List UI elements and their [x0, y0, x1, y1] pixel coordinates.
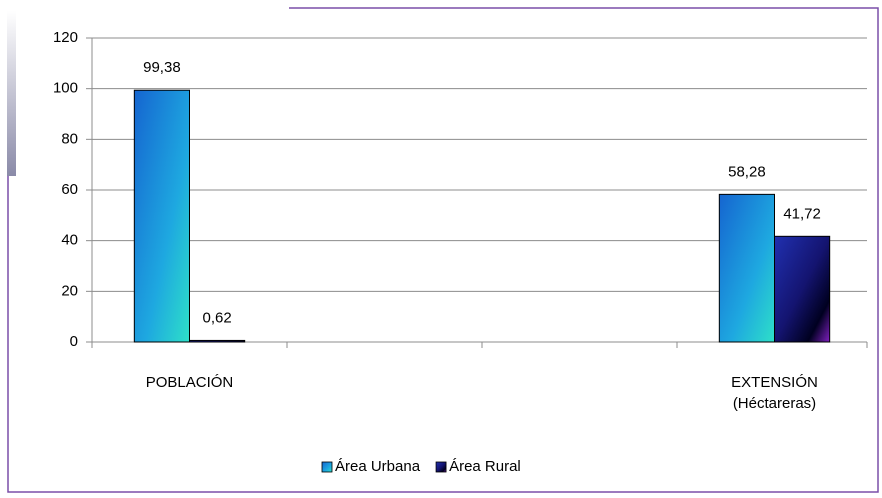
frame-cover	[7, 7, 289, 11]
legend-label: Área Urbana	[335, 458, 421, 475]
data-label: 0,62	[202, 309, 231, 326]
legend-label: Área Rural	[449, 458, 521, 475]
y-tick-label: 100	[53, 80, 78, 97]
bar	[718, 193, 776, 343]
data-label: 99,38	[143, 59, 181, 76]
y-tick-label: 40	[61, 232, 78, 249]
y-tick-label: 20	[61, 282, 78, 299]
y-tick-label: 0	[70, 333, 78, 350]
frame-shade	[7, 11, 16, 176]
data-label: 58,28	[728, 163, 766, 180]
data-label: 41,72	[783, 205, 821, 222]
y-tick-label: 60	[61, 181, 78, 198]
y-tick-label: 80	[61, 130, 78, 147]
bar	[133, 89, 191, 343]
frame	[7, 7, 879, 493]
x-tick-label: EXTENSIÓN (Héctareras)	[731, 374, 818, 412]
legend-swatch	[435, 461, 447, 473]
x-tick-label: POBLACIÓN	[145, 374, 234, 391]
y-tick-label: 120	[53, 29, 78, 46]
legend-swatch	[321, 461, 333, 473]
bar	[774, 235, 831, 343]
bar	[189, 339, 246, 343]
